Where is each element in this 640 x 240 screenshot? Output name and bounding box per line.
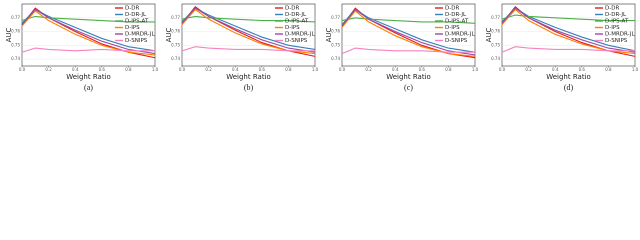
figure: 0.74 0.75 0.76 0.77 0.0 0.2 0.4 0.6 0.8 1.0 AUC Wei… xyxy=(5,3,639,92)
y-tick-label: 0.74 xyxy=(171,56,180,61)
legend-label: D-IPS-AT xyxy=(285,19,309,25)
legend-label: D-MRDR-JL xyxy=(445,32,476,38)
legend-label: D-DR xyxy=(125,6,139,12)
x-tick-label: 0.2 xyxy=(365,67,372,72)
x-tick-label: 1.0 xyxy=(312,67,319,72)
y-axis-label: AUC xyxy=(485,27,493,42)
x-tick-label: 0.2 xyxy=(45,67,52,72)
legend-label: D-IPS xyxy=(445,25,460,31)
plot-area xyxy=(341,3,476,67)
legend-label: D-DR xyxy=(605,6,619,12)
caption: (a) xyxy=(84,83,93,92)
series-line xyxy=(21,8,156,55)
legend-label: D-SNIPS xyxy=(605,38,628,44)
plot-area xyxy=(181,3,316,67)
x-tick-label: 0.0 xyxy=(19,67,26,72)
x-tick-label: 0.6 xyxy=(99,67,106,72)
y-tick-label: 0.74 xyxy=(491,56,500,61)
series-line xyxy=(501,7,636,53)
legend-label: D-IPS-AT xyxy=(125,19,149,25)
series-line xyxy=(21,10,156,56)
legend-label: D-IPS-AT xyxy=(445,19,469,25)
legend-label: D-DR xyxy=(445,6,459,12)
series-line xyxy=(501,14,635,22)
y-tick-label: 0.75 xyxy=(171,42,180,47)
x-tick-label: 1.0 xyxy=(472,67,479,72)
y-tick-label: 0.76 xyxy=(11,29,20,34)
legend-label: D-IPS-AT xyxy=(605,19,629,25)
legend-label: D-SNIPS xyxy=(125,38,148,44)
legend-label: D-MRDR-JL xyxy=(605,32,636,38)
x-tick-label: 0.4 xyxy=(552,67,559,72)
legend-label: D-DR-JL xyxy=(125,12,147,18)
legend-label: D-IPS xyxy=(285,25,300,31)
x-tick-label: 0.0 xyxy=(499,67,506,72)
x-tick-label: 0.8 xyxy=(125,67,132,72)
y-axis-label: AUC xyxy=(165,27,173,42)
y-tick-label: 0.76 xyxy=(491,29,500,34)
legend-label: D-DR-JL xyxy=(445,12,467,18)
y-tick-label: 0.75 xyxy=(11,42,20,47)
y-tick-label: 0.76 xyxy=(171,29,180,34)
series-line xyxy=(341,47,475,55)
legend-label: D-MRDR-JL xyxy=(285,32,316,38)
series-line xyxy=(181,46,315,52)
x-axis-label: Weight Ratio xyxy=(546,73,591,81)
x-tick-label: 0.0 xyxy=(179,67,186,72)
x-axis-label: Weight Ratio xyxy=(226,73,271,81)
x-tick-label: 0.4 xyxy=(232,67,239,72)
legend-label: D-IPS xyxy=(125,25,140,31)
y-axis-label: AUC xyxy=(5,27,13,42)
x-tick-label: 0.4 xyxy=(392,67,399,72)
y-tick-label: 0.77 xyxy=(171,15,180,20)
legend-label: D-SNIPS xyxy=(285,38,308,44)
series-line xyxy=(181,15,316,23)
y-tick-label: 0.74 xyxy=(11,56,20,61)
caption: (b) xyxy=(244,83,254,92)
x-axis-label: Weight Ratio xyxy=(66,73,111,81)
y-tick-label: 0.77 xyxy=(331,15,340,20)
y-axis-label: AUC xyxy=(325,27,333,42)
series-line xyxy=(341,17,476,24)
series-line xyxy=(341,10,476,57)
legend-label: D-DR-JL xyxy=(605,12,627,18)
y-tick-label: 0.77 xyxy=(11,15,20,20)
legend-label: D-SNIPS xyxy=(445,38,468,44)
x-tick-label: 0.2 xyxy=(205,67,212,72)
x-tick-label: 0.6 xyxy=(579,67,586,72)
caption: (d) xyxy=(564,83,574,92)
x-tick-label: 0.2 xyxy=(525,67,532,72)
y-tick-label: 0.74 xyxy=(331,56,340,61)
y-tick-label: 0.75 xyxy=(491,42,500,47)
legend-label: D-DR xyxy=(285,6,299,12)
x-tick-label: 1.0 xyxy=(632,67,639,72)
x-tick-label: 0.4 xyxy=(72,67,79,72)
y-tick-label: 0.76 xyxy=(331,29,340,34)
caption: (c) xyxy=(404,83,413,92)
y-tick-label: 0.77 xyxy=(491,15,500,20)
legend-label: D-MRDR-JL xyxy=(125,32,156,38)
x-tick-label: 0.8 xyxy=(605,67,612,72)
x-tick-label: 0.6 xyxy=(259,67,266,72)
x-tick-label: 0.8 xyxy=(285,67,292,72)
x-tick-label: 0.6 xyxy=(419,67,426,72)
series-line xyxy=(21,47,155,53)
x-tick-label: 1.0 xyxy=(152,67,159,72)
y-tick-label: 0.75 xyxy=(331,42,340,47)
series-line xyxy=(501,46,635,53)
x-tick-label: 0.8 xyxy=(445,67,452,72)
series-line xyxy=(181,7,316,53)
legend-label: D-IPS xyxy=(605,25,620,31)
legend-label: D-DR-JL xyxy=(285,12,307,18)
x-axis-label: Weight Ratio xyxy=(386,73,431,81)
series-line xyxy=(21,15,155,23)
x-tick-label: 0.0 xyxy=(339,67,346,72)
series-line xyxy=(341,8,476,56)
